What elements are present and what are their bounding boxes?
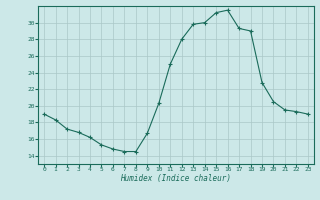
X-axis label: Humidex (Indice chaleur): Humidex (Indice chaleur) [121,174,231,183]
